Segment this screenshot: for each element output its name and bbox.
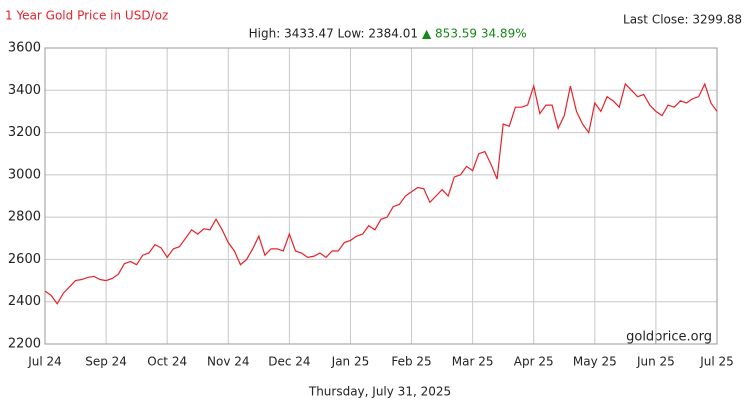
y-tick-label: 2200 xyxy=(8,337,41,352)
y-tick-label: 2800 xyxy=(8,210,41,225)
watermark: goldprice.org xyxy=(626,330,712,345)
x-tick-label: Oct 24 xyxy=(147,355,187,369)
last-close: Last Close: 3299.88 xyxy=(623,13,742,27)
y-tick-label: 2400 xyxy=(8,294,41,309)
y-tick-label: 3400 xyxy=(8,83,41,98)
x-tick-label: Nov 24 xyxy=(207,355,250,369)
x-tick-label: Mar 25 xyxy=(452,355,494,369)
x-tick-label: Jul 25 xyxy=(699,355,734,369)
chart-title: 1 Year Gold Price in USD/oz xyxy=(5,9,168,23)
x-tick-label: Jun 25 xyxy=(636,355,675,369)
y-tick-label: 3000 xyxy=(8,167,41,182)
x-tick-label: Sep 24 xyxy=(85,355,127,369)
high-low: High: 3433.47 Low: 2384.01 xyxy=(249,27,418,41)
x-tick-label: Apr 25 xyxy=(514,355,554,369)
price-line xyxy=(44,82,718,305)
y-tick-label: 2600 xyxy=(8,252,41,267)
date: Thursday, July 31, 2025 xyxy=(308,385,451,399)
y-tick-label: 3200 xyxy=(8,125,41,140)
x-tick-label: Feb 25 xyxy=(391,355,431,369)
x-tick-label: Dec 24 xyxy=(268,355,310,369)
x-tick-label: May 25 xyxy=(573,355,617,369)
x-tick-label: Jul 24 xyxy=(27,355,62,369)
change: ▲ 853.59 34.89% xyxy=(422,27,527,41)
y-tick-label: 3600 xyxy=(8,41,41,56)
plot-border xyxy=(44,47,718,345)
x-tick-label: Jan 25 xyxy=(331,355,370,369)
